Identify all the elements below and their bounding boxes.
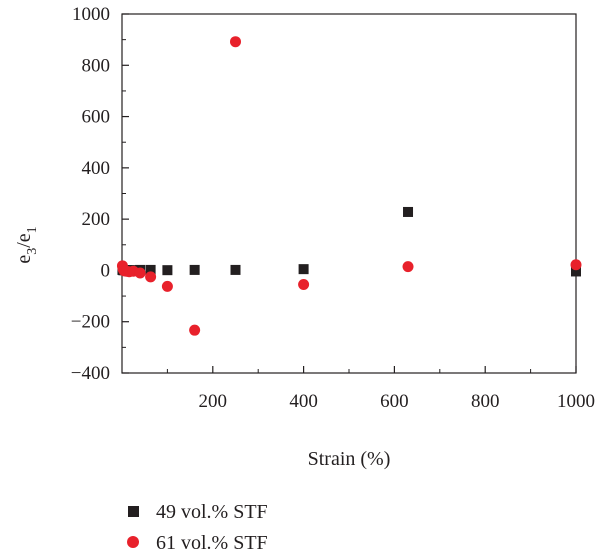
data-point-square [298,264,309,275]
plot-area-frame [121,13,577,374]
legend-marker-61-vol [127,536,139,548]
y-axis-title-sub2: 1 [25,226,40,233]
data-points [116,36,582,336]
y-tick-label: 800 [82,55,111,76]
legend: 49 vol.% STF 61 vol.% STF [127,501,268,554]
data-point-circle [145,271,157,283]
data-point-circle [402,261,414,273]
legend-label-61-vol: 61 vol.% STF [156,532,268,554]
x-tick-label: 200 [199,391,228,412]
data-point-square [403,206,414,217]
x-tick-label: 400 [289,391,318,412]
y-tick-label: 400 [82,158,111,179]
y-axis-title-main: e [13,255,35,264]
data-point-circle [230,36,241,48]
data-point-square [162,265,173,276]
data-point-circle [161,280,173,292]
data-point-circle [298,279,310,291]
data-point-circle [570,259,582,271]
y-axis-minor-ticks [122,39,126,348]
legend-label-49-vol: 49 vol.% STF [156,501,268,523]
y-axis-title-slash: /e [13,233,35,248]
data-point-square [145,264,156,275]
y-tick-label: −400 [71,363,110,384]
y-tick-label: 0 [101,260,111,281]
data-point-square [571,266,581,277]
y-axis-title: e3/e1 [13,226,40,263]
x-tick-label: 600 [380,391,409,412]
x-axis-title: Strain (%) [308,448,391,470]
data-point-circle [189,324,201,336]
y-axis-title-sub1: 3 [25,248,40,255]
data-point-square [230,264,241,275]
x-axis-tick-labels: 200 400 600 800 1000 [199,391,595,412]
series-61-vol-stf [116,36,582,336]
x-axis-minor-ticks [166,369,532,373]
y-tick-label: −200 [71,312,110,333]
x-axis-ticks [212,366,577,373]
legend-marker-49-vol [128,506,139,517]
data-point-circle [134,267,146,279]
y-tick-label: 1000 [72,4,110,25]
y-tick-label: 200 [82,209,111,230]
x-tick-label: 1000 [557,391,595,412]
x-tick-label: 800 [471,391,500,412]
data-point-square [189,264,200,275]
series-49-vol-stf [117,206,581,277]
y-axis-tick-labels: −400 −200 0 200 400 600 800 1000 [71,4,110,384]
y-tick-label: 600 [82,107,111,128]
